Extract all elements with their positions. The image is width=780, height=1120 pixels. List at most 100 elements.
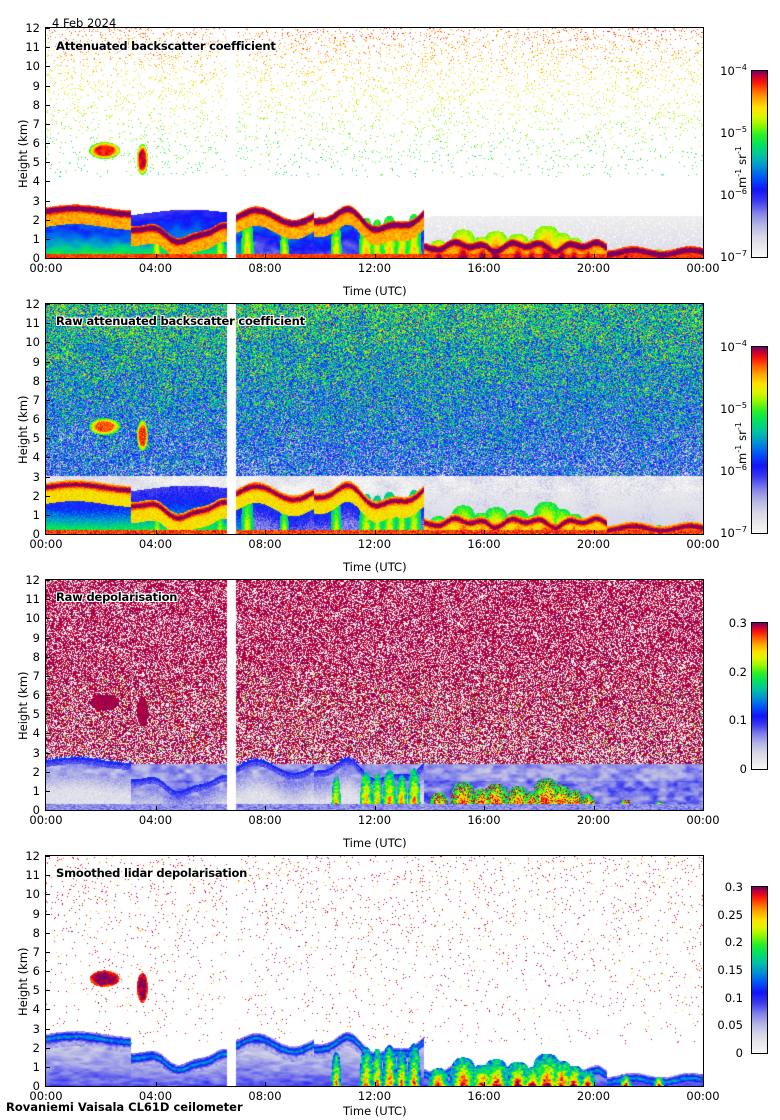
y-tick-mark-p3-6	[45, 695, 50, 696]
y-tick-mark-p2-4	[45, 457, 50, 458]
x-tick-mark-p4-5	[594, 1082, 595, 1087]
colorbar-tick-p4-0: 0.3	[724, 880, 743, 894]
y-tick-label-p3-2: 2	[32, 764, 40, 779]
y-tick-label-p4-7: 7	[32, 944, 40, 959]
plot-area-1[interactable]	[45, 27, 704, 259]
y-tick-mark-p4-1	[45, 1067, 50, 1068]
x-tick-mark-p3-2	[265, 806, 266, 811]
y-tick-mark-p4-5	[45, 990, 50, 991]
colorbar-tick-p4-6: 0	[735, 1046, 743, 1060]
x-tick-mark-p2-4	[484, 530, 485, 535]
x-tick-label-p2-0: 00:00	[29, 537, 63, 551]
colorbar-tick-p4-5: 0.05	[717, 1018, 743, 1033]
x-tick-label-p2-6: 00:00	[686, 537, 720, 551]
y-tick-label-p4-10: 10	[25, 887, 40, 902]
y-tick-mark-p2-7	[45, 400, 50, 401]
y-tick-mark-p1-2	[45, 220, 50, 221]
x-tick-mark-p3-4	[484, 806, 485, 811]
y-tick-label-p1-3: 3	[32, 193, 40, 208]
y-tick-label-p4-9: 9	[32, 906, 40, 921]
y-tick-label-p1-5: 5	[32, 155, 40, 170]
x-axis-label-4: Time (UTC)	[343, 1104, 407, 1118]
colorbar-tick-p2-3: 10−7	[720, 524, 747, 540]
y-tick-mark-p4-6	[45, 971, 50, 972]
y-tick-mark-p2-8	[45, 381, 50, 382]
y-tick-label-p1-2: 2	[32, 212, 40, 227]
y-tick-mark-p4-11	[45, 875, 50, 876]
plot-date: 4 Feb 2024	[52, 16, 117, 30]
y-tick-mark-p2-9	[45, 362, 50, 363]
y-tick-label-p1-4: 4	[32, 174, 40, 189]
colorbar-3	[751, 622, 768, 770]
y-tick-label-p4-12: 12	[25, 849, 40, 863]
y-tick-mark-p3-12	[45, 580, 50, 581]
y-tick-label-p1-0: 0	[32, 251, 40, 265]
y-tick-mark-p4-8	[45, 933, 50, 934]
plot-area-2[interactable]	[45, 303, 704, 535]
y-tick-label-p2-0: 0	[32, 527, 40, 541]
x-axis-label-2: Time (UTC)	[343, 560, 407, 574]
y-tick-label-p2-8: 8	[32, 373, 40, 388]
y-tick-mark-p4-3	[45, 1029, 50, 1030]
x-tick-label-p1-6: 00:00	[686, 261, 720, 275]
colorbar-2	[751, 346, 768, 534]
y-tick-label-p1-8: 8	[32, 97, 40, 112]
x-tick-mark-p4-3	[375, 1082, 376, 1087]
colorbar-tick-p2-1: 10−5	[720, 400, 747, 416]
y-tick-label-p3-10: 10	[25, 611, 40, 626]
y-tick-mark-p1-8	[45, 105, 50, 106]
x-tick-mark-p1-4	[484, 254, 485, 259]
x-tick-label-p1-1: 04:00	[138, 261, 173, 275]
y-tick-mark-p4-2	[45, 1048, 50, 1049]
y-tick-mark-p2-5	[45, 438, 50, 439]
y-tick-mark-p3-3	[45, 753, 50, 754]
y-tick-label-p1-6: 6	[32, 136, 40, 150]
x-tick-label-p4-4: 16:00	[467, 1089, 501, 1103]
colorbar-tick-p4-1: 0.25	[717, 907, 743, 922]
y-tick-label-p2-3: 3	[32, 469, 40, 484]
colorbar-tick-p1-2: 10−6	[720, 186, 747, 202]
y-tick-label-p4-6: 6	[32, 964, 40, 978]
colorbar-tick-p1-1: 10−5	[720, 124, 747, 140]
y-tick-mark-p4-9	[45, 914, 50, 915]
panel-title-4: Smoothed lidar depolarisation	[56, 866, 248, 880]
colorbar-4	[751, 886, 768, 1054]
plot-area-4[interactable]	[45, 855, 704, 1087]
y-tick-mark-p1-7	[45, 124, 50, 125]
x-axis-label-3: Time (UTC)	[343, 836, 407, 850]
plot-area-3[interactable]	[45, 579, 704, 811]
y-tick-mark-p3-2	[45, 772, 50, 773]
x-tick-label-p1-3: 12:00	[357, 261, 392, 275]
y-tick-mark-p4-12	[45, 856, 50, 857]
y-tick-mark-p2-6	[45, 419, 50, 420]
x-tick-mark-p3-3	[375, 806, 376, 811]
panel-title-2: Raw attenuated backscatter coefficient	[56, 314, 305, 328]
y-tick-label-p3-7: 7	[32, 668, 40, 683]
x-tick-label-p4-0: 00:00	[29, 1089, 63, 1103]
y-tick-mark-p4-4	[45, 1009, 50, 1010]
x-tick-label-p4-3: 12:00	[357, 1089, 392, 1103]
y-tick-label-p2-7: 7	[32, 392, 40, 407]
panel-title-3: Raw depolarisation	[56, 590, 178, 604]
x-tick-mark-p3-1	[156, 806, 157, 811]
x-tick-mark-p4-4	[484, 1082, 485, 1087]
y-tick-mark-p2-2	[45, 496, 50, 497]
y-tick-mark-p2-10	[45, 342, 50, 343]
y-tick-label-p1-1: 1	[32, 231, 40, 246]
y-tick-label-p2-9: 9	[32, 354, 40, 369]
x-axis-label-1: Time (UTC)	[343, 284, 407, 298]
y-tick-mark-p4-10	[45, 894, 50, 895]
y-tick-label-p1-12: 12	[25, 21, 40, 35]
x-tick-label-p1-5: 20:00	[576, 261, 611, 275]
colorbar-tick-p4-4: 0.1	[724, 990, 743, 1005]
y-tick-mark-p1-9	[45, 86, 50, 87]
y-tick-label-p2-11: 11	[25, 316, 40, 331]
x-tick-label-p2-5: 20:00	[576, 537, 611, 551]
x-tick-mark-p4-1	[156, 1082, 157, 1087]
y-tick-mark-p2-0	[45, 534, 50, 535]
y-tick-mark-p1-12	[45, 28, 50, 29]
x-tick-label-p3-3: 12:00	[357, 813, 392, 827]
x-tick-mark-p1-1	[156, 254, 157, 259]
y-tick-mark-p4-0	[45, 1086, 50, 1087]
x-tick-mark-p3-5	[594, 806, 595, 811]
